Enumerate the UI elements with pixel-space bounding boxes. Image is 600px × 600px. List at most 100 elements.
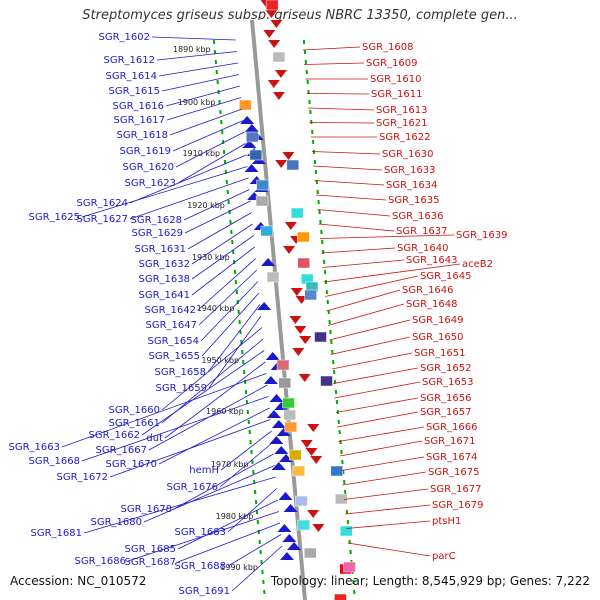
right-gene-label[interactable]: SGR_1657 xyxy=(420,407,472,418)
gene-box[interactable] xyxy=(330,465,344,477)
gene-arrow-left-strand[interactable] xyxy=(267,410,282,418)
left-gene-label[interactable]: SGR_1658 xyxy=(155,367,207,378)
gene-box[interactable] xyxy=(303,547,317,559)
left-gene-label[interactable]: hemH xyxy=(189,465,219,476)
right-gene-label[interactable]: SGR_1621 xyxy=(376,118,428,129)
gene-arrow-left-strand[interactable] xyxy=(263,376,278,384)
gene-arrow-right-strand[interactable] xyxy=(283,246,296,254)
gene-box[interactable] xyxy=(295,495,308,507)
left-gene-label[interactable]: SGR_1686 xyxy=(75,556,127,567)
gene-arrow-left-strand[interactable] xyxy=(276,428,291,436)
left-gene-label[interactable]: SGR_1670 xyxy=(106,459,158,470)
gene-arrow-left-strand[interactable] xyxy=(242,140,257,148)
right-gene-label[interactable]: SGR_1639 xyxy=(456,230,508,241)
gene-arrow-left-strand[interactable] xyxy=(271,462,286,470)
left-gene-label[interactable]: SGR_1618 xyxy=(117,130,169,141)
gene-arrow-right-strand[interactable] xyxy=(312,524,325,532)
left-gene-label[interactable]: SGR_1663 xyxy=(9,442,61,453)
gene-box[interactable] xyxy=(245,131,259,143)
gene-arrow-right-strand[interactable] xyxy=(299,336,312,344)
left-gene-label[interactable]: SGR_1678 xyxy=(121,504,173,515)
gene-box[interactable] xyxy=(290,207,304,219)
gene-arrow-right-strand[interactable] xyxy=(274,70,287,78)
gene-arrow-left-strand[interactable] xyxy=(283,504,298,512)
right-gene-label[interactable]: ptsH1 xyxy=(432,516,461,527)
left-gene-label[interactable]: SGR_1647 xyxy=(146,320,198,331)
left-gene-label[interactable]: SGR_1654 xyxy=(148,336,200,347)
right-gene-label[interactable]: SGR_1635 xyxy=(388,195,440,206)
gene-arrow-right-strand[interactable] xyxy=(275,160,288,168)
gene-arrow-left-strand[interactable] xyxy=(244,164,259,172)
gene-box[interactable] xyxy=(276,359,290,371)
left-gene-label[interactable]: SGR_1623 xyxy=(125,178,177,189)
left-gene-label[interactable]: SGR_1641 xyxy=(139,290,191,301)
gene-arrow-right-strand[interactable] xyxy=(267,80,280,88)
left-gene-label[interactable]: SGR_1667 xyxy=(96,445,148,456)
left-gene-label[interactable]: SGR_1619 xyxy=(120,146,172,157)
left-gene-label[interactable]: SGR_1616 xyxy=(113,101,165,112)
gene-box[interactable] xyxy=(297,519,310,531)
left-gene-label[interactable]: SGR_1687 xyxy=(125,557,177,568)
left-gene-label[interactable]: SGR_1629 xyxy=(132,228,184,239)
gene-arrow-left-strand[interactable] xyxy=(269,394,284,402)
right-gene-label[interactable]: SGR_1649 xyxy=(412,315,464,326)
left-gene-label[interactable]: SGR_1617 xyxy=(114,115,166,126)
right-gene-label[interactable]: SGR_1648 xyxy=(406,299,458,310)
gene-box[interactable] xyxy=(282,397,295,409)
right-gene-label[interactable]: SGR_1633 xyxy=(384,165,436,176)
gene-box[interactable] xyxy=(289,449,302,461)
left-gene-label[interactable]: SGR_1632 xyxy=(139,259,191,270)
gene-arrow-right-strand[interactable] xyxy=(282,152,295,160)
left-gene-label[interactable]: SGR_1681 xyxy=(31,528,83,539)
gene-arrow-right-strand[interactable] xyxy=(300,440,313,448)
gene-arrow-right-strand[interactable] xyxy=(310,456,323,464)
gene-box[interactable] xyxy=(239,99,252,111)
gene-box[interactable] xyxy=(255,195,269,207)
gene-arrow-right-strand[interactable] xyxy=(292,348,305,356)
gene-box[interactable] xyxy=(256,179,269,191)
gene-box[interactable] xyxy=(343,561,356,573)
gene-box[interactable] xyxy=(249,149,263,161)
left-gene-label[interactable]: SGR_1628 xyxy=(131,215,183,226)
left-gene-label[interactable]: dut xyxy=(146,433,163,444)
right-gene-label[interactable]: SGR_1677 xyxy=(430,484,482,495)
right-gene-label[interactable]: SGR_1652 xyxy=(420,363,472,374)
gene-box[interactable] xyxy=(286,159,300,171)
gene-box[interactable] xyxy=(292,465,306,477)
left-gene-label[interactable]: SGR_1612 xyxy=(104,55,156,66)
right-gene-label[interactable]: SGR_1613 xyxy=(376,105,428,116)
right-gene-label[interactable]: SGR_1630 xyxy=(382,149,434,160)
left-gene-label[interactable]: SGR_1627 xyxy=(77,214,129,225)
gene-box[interactable] xyxy=(265,0,279,11)
gene-box[interactable] xyxy=(283,409,296,421)
gene-arrow-right-strand[interactable] xyxy=(294,326,307,334)
gene-arrow-left-strand[interactable] xyxy=(265,352,280,360)
gene-arrow-right-strand[interactable] xyxy=(265,10,278,18)
left-gene-label[interactable]: SGR_1624 xyxy=(77,198,129,209)
right-gene-label[interactable]: SGR_1608 xyxy=(362,42,414,53)
gene-box[interactable] xyxy=(260,225,274,237)
gene-arrow-right-strand[interactable] xyxy=(272,92,285,100)
gene-arrow-left-strand[interactable] xyxy=(277,524,292,532)
right-gene-label[interactable]: SGR_1636 xyxy=(392,211,444,222)
right-gene-label[interactable]: SGR_1666 xyxy=(426,422,478,433)
left-gene-label[interactable]: SGR_1655 xyxy=(149,351,201,362)
right-gene-label[interactable]: parC xyxy=(432,551,456,562)
gene-box[interactable] xyxy=(266,271,280,283)
gene-arrow-right-strand[interactable] xyxy=(307,510,320,518)
gene-box[interactable] xyxy=(297,257,310,269)
gene-arrow-left-strand[interactable] xyxy=(282,534,297,542)
gene-arrow-left-strand[interactable] xyxy=(269,436,284,444)
gene-arrow-left-strand[interactable] xyxy=(244,124,259,132)
left-gene-label[interactable]: SGR_1676 xyxy=(167,482,219,493)
left-gene-label[interactable]: SGR_1620 xyxy=(123,162,175,173)
left-gene-label[interactable]: SGR_1660 xyxy=(109,405,161,416)
right-gene-label[interactable]: SGR_1671 xyxy=(424,436,476,447)
right-gene-label[interactable]: SGR_1610 xyxy=(370,74,422,85)
left-gene-label[interactable]: SGR_1659 xyxy=(156,383,208,394)
gene-arrow-left-strand[interactable] xyxy=(257,302,272,310)
gene-arrow-right-strand[interactable] xyxy=(298,374,311,382)
gene-arrow-right-strand[interactable] xyxy=(284,222,297,230)
left-gene-label[interactable]: SGR_1642 xyxy=(145,305,197,316)
